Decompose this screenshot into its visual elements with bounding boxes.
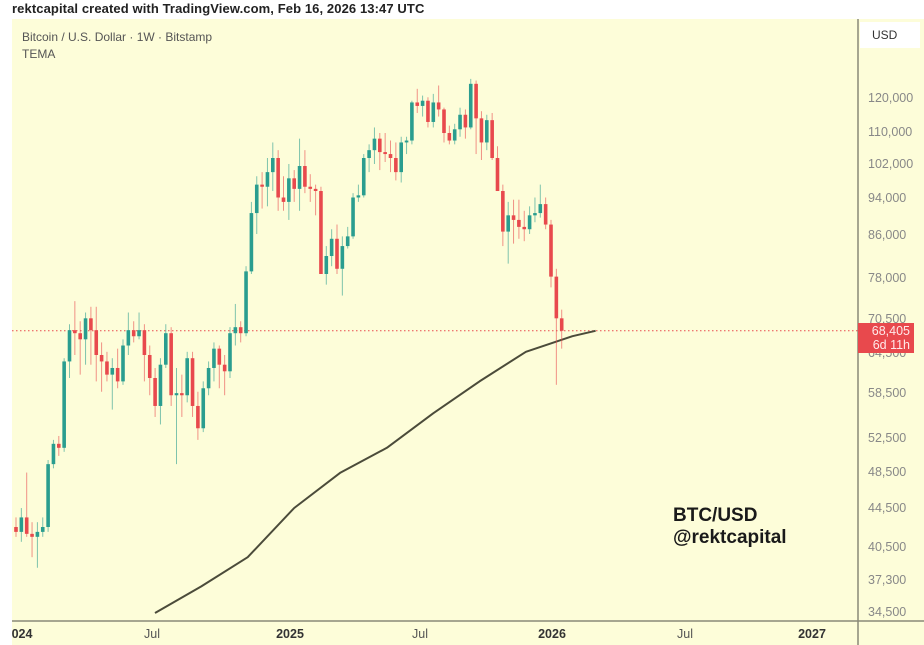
- indicator-label[interactable]: TEMA: [22, 47, 56, 61]
- price-tick-label: 94,000: [868, 191, 907, 205]
- time-tick-label: Jul: [412, 627, 428, 641]
- price-tick-label: 48,500: [868, 465, 907, 479]
- price-tick-label: 44,500: [868, 501, 907, 515]
- candles-group: [14, 78, 564, 568]
- chart-caption: rektcapital created with TradingView.com…: [12, 1, 425, 16]
- price-tick-label: 120,000: [868, 91, 914, 105]
- time-tick-label: 2025: [276, 627, 304, 641]
- last-price-value: 68,405: [871, 324, 910, 338]
- time-tick-label: 024: [11, 627, 33, 641]
- price-tick-label: 110,000: [868, 125, 913, 139]
- candle-countdown: 6d 11h: [872, 338, 910, 352]
- last-price-tag: 68,405 6d 11h: [858, 323, 914, 353]
- price-tick-label: 52,500: [868, 431, 907, 445]
- watermark-author: @rektcapital: [673, 527, 787, 548]
- price-tick-label: 34,500: [868, 605, 907, 619]
- time-tick-label: 2027: [798, 627, 826, 641]
- symbol-title[interactable]: Bitcoin / U.S. Dollar · 1W · Bitstamp: [22, 30, 213, 44]
- chart-panel[interactable]: [12, 19, 924, 645]
- price-tick-label: 37,300: [868, 573, 907, 587]
- price-tick-label: 86,000: [868, 228, 907, 242]
- watermark-pair: BTC/USD: [673, 505, 758, 526]
- time-tick-label: Jul: [144, 627, 160, 641]
- price-tick-label: 40,500: [868, 540, 907, 554]
- price-tick-label: 70,500: [868, 312, 907, 326]
- time-tick-label: Jul: [677, 627, 693, 641]
- time-tick-label: 2026: [538, 627, 566, 641]
- price-tick-label: 102,000: [868, 157, 914, 171]
- tema-line: [154, 329, 596, 614]
- currency-label[interactable]: USD: [860, 22, 920, 48]
- watermark: BTC/USD @rektcapital: [673, 505, 787, 549]
- price-tick-label: 78,000: [868, 271, 907, 285]
- price-tick-label: 58,500: [868, 386, 907, 400]
- chart-legend: Bitcoin / U.S. Dollar · 1W · Bitstamp TE…: [22, 29, 212, 63]
